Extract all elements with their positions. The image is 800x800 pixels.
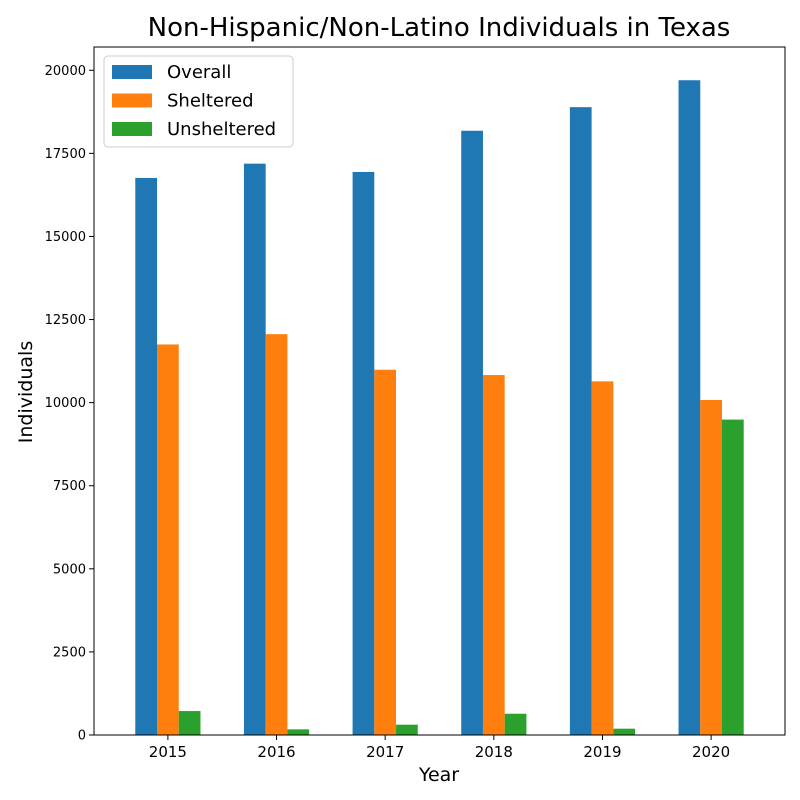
x-tick-label: 2020 [692, 743, 730, 761]
legend-label-overall: Overall [167, 62, 231, 83]
legend-swatch-overall [112, 65, 152, 79]
legend: Overall Sheltered Unsheltered [103, 55, 294, 148]
y-axis-label: Individuals [15, 341, 37, 443]
bar-unsheltered-2016 [287, 729, 310, 735]
y-axis: 0 2500 5000 7500 10000 12500 15000 17500 20000 [45, 64, 94, 744]
bar-overall-2018 [461, 130, 483, 735]
bar-sheltered-2015 [157, 344, 179, 735]
bar-sheltered-2017 [374, 369, 397, 735]
y-tick-label: 20000 [45, 64, 86, 79]
bar-sheltered-2016 [265, 334, 288, 735]
bar-sheltered-2019 [591, 381, 614, 735]
x-tick-label: 2019 [583, 743, 621, 761]
legend-swatch-sheltered [112, 93, 152, 108]
legend-swatch-unsheltered [112, 122, 152, 136]
chart-title: Non-Hispanic/Non-Latino Individuals in T… [148, 13, 731, 43]
y-tick-label: 17500 [45, 147, 86, 162]
bar-sheltered-2018 [482, 375, 505, 735]
bar-overall-2019 [569, 107, 592, 736]
y-tick-label: 7500 [53, 479, 86, 494]
bar-overall-2017 [352, 171, 375, 736]
bar-sheltered-2020 [700, 399, 722, 735]
legend-label-sheltered: Sheltered [167, 91, 254, 112]
y-tick-label: 0 [78, 729, 86, 744]
bar-unsheltered-2018 [504, 713, 527, 735]
bar-unsheltered-2020 [721, 419, 744, 735]
plot-area [135, 80, 744, 736]
bar-unsheltered-2019 [613, 728, 636, 735]
x-tick-label: 2016 [257, 743, 295, 761]
y-tick-label: 12500 [45, 313, 86, 328]
legend-label-unsheltered: Unsheltered [167, 119, 276, 140]
x-tick-label: 2018 [475, 743, 513, 761]
bar-overall-2020 [678, 80, 701, 736]
y-tick-label: 2500 [53, 645, 86, 660]
bar-unsheltered-2015 [178, 711, 201, 735]
x-tick-label: 2017 [366, 743, 404, 761]
axes-frame [93, 46, 786, 736]
x-tick-label: 2015 [149, 743, 187, 761]
bar-overall-2016 [243, 163, 266, 735]
y-tick-label: 5000 [53, 562, 86, 577]
x-axis-label: Year [418, 764, 459, 786]
y-tick-label: 15000 [45, 230, 86, 245]
y-tick-label: 10000 [45, 396, 86, 411]
bar-overall-2015 [135, 177, 158, 736]
bar-unsheltered-2017 [396, 724, 418, 735]
x-axis: 2015 2016 2017 2018 2019 2020 [149, 735, 730, 761]
